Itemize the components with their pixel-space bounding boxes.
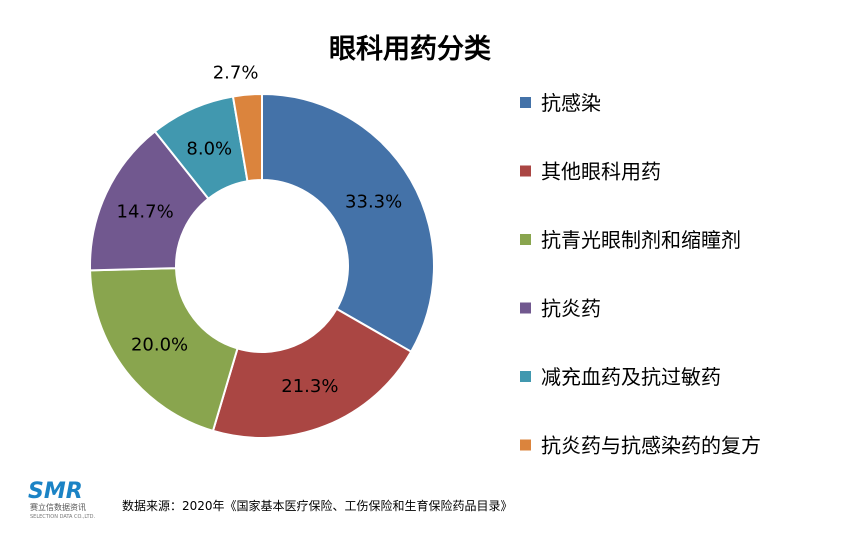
slice-label-5: 8.0%: [186, 138, 232, 159]
legend-swatch-1: [520, 97, 531, 108]
slice-6: [231, 92, 263, 183]
legend-swatch-3: [520, 234, 531, 245]
slice-labels: 33.3% 21.3% 20.0% 14.7% 8.0% 2.7%: [117, 63, 403, 397]
legend-label-4: 抗炎药: [541, 297, 601, 321]
slice-label-1: 33.3%: [345, 191, 402, 212]
logo: SMR 赛立信数据资讯 SELECTION DATA CO.,LTD.: [28, 479, 95, 520]
slice-label-2: 21.3%: [281, 376, 338, 397]
legend-label-3: 抗青光眼制剂和缩瞳剂: [541, 228, 741, 252]
legend-swatch-5: [520, 371, 531, 382]
legend-swatch-2: [520, 165, 531, 177]
slice-1: [261, 92, 435, 354]
source-note: 数据来源：2020年《国家基本医疗保险、工伤保险和生育保险药品目录》: [122, 498, 513, 513]
chart-title: 眼科用药分类: [329, 34, 491, 65]
donut-slices: [89, 92, 435, 439]
legend-label-6: 抗炎药与抗感染药的复方: [541, 434, 761, 458]
slice-3: [89, 267, 239, 433]
legend-swatch-6: [520, 439, 531, 451]
legend: 抗感染其他眼科用药抗青光眼制剂和缩瞳剂抗炎药减充血药及抗过敏药抗炎药与抗感染药的…: [520, 91, 761, 458]
slice-label-4: 14.7%: [117, 201, 174, 222]
logo-text: SMR: [28, 479, 83, 504]
legend-label-2: 其他眼科用药: [541, 160, 661, 184]
logo-english: SELECTION DATA CO.,LTD.: [30, 514, 95, 520]
slice-2: [211, 307, 413, 439]
legend-swatch-4: [520, 302, 531, 314]
slice-label-3: 20.0%: [131, 334, 188, 355]
logo-chinese: 赛立信数据资讯: [30, 502, 86, 512]
legend-label-5: 减充血药及抗过敏药: [541, 365, 721, 389]
slice-label-6: 2.7%: [213, 63, 259, 84]
legend-label-1: 抗感染: [541, 91, 601, 115]
